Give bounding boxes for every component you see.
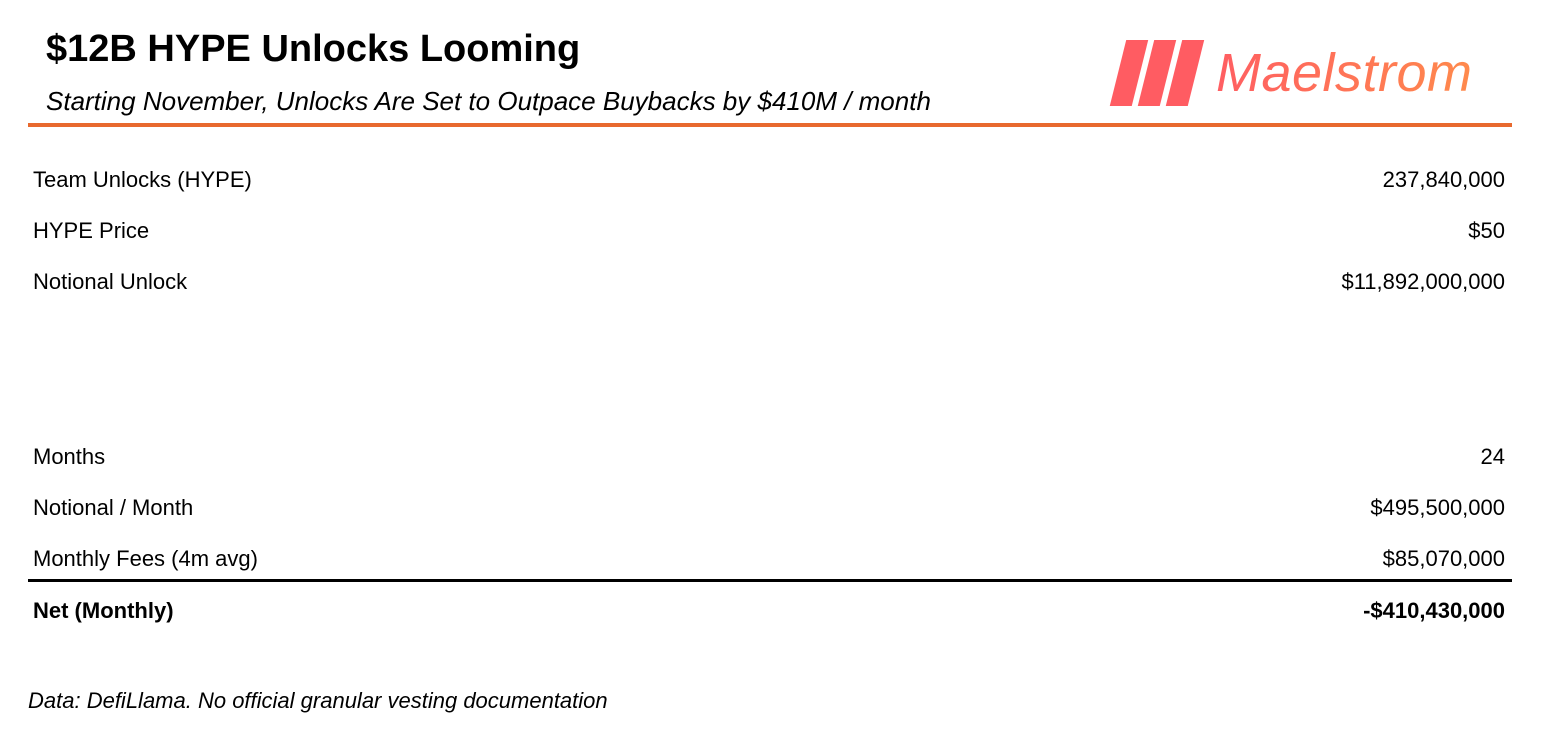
row-label: Months — [33, 444, 106, 469]
page-subtitle: Starting November, Unlocks Are Set to Ou… — [46, 86, 931, 116]
row-value: $495,500,000 — [1370, 495, 1505, 520]
total-divider — [28, 579, 1512, 582]
source-note: Data: DefiLlama. No official granular ve… — [28, 688, 608, 713]
row-value: 24 — [1480, 444, 1505, 469]
table-row: HYPE Price $50 — [33, 218, 1505, 244]
logo-text: Maelstrom — [1216, 43, 1473, 103]
total-row: Net (Monthly) -$410,430,000 — [33, 598, 1505, 624]
row-label: Notional / Month — [33, 495, 194, 520]
table-row: Notional Unlock $11,892,000,000 — [33, 269, 1505, 295]
row-label: Notional Unlock — [33, 269, 188, 294]
maelstrom-logo: Maelstrom — [1109, 38, 1473, 108]
row-label: Monthly Fees (4m avg) — [33, 546, 258, 571]
page-title: $12B HYPE Unlocks Looming — [46, 28, 581, 70]
row-value: $85,070,000 — [1382, 546, 1505, 571]
total-value: -$410,430,000 — [1363, 598, 1505, 623]
table-row: Team Unlocks (HYPE) 237,840,000 — [33, 167, 1505, 193]
row-value: $50 — [1468, 218, 1505, 243]
table-row: Notional / Month $495,500,000 — [33, 495, 1505, 521]
row-label: Team Unlocks (HYPE) — [33, 167, 252, 192]
logo-bars-icon — [1109, 40, 1205, 106]
row-value: 237,840,000 — [1382, 167, 1505, 192]
row-value: $11,892,000,000 — [1341, 269, 1505, 294]
table-row: Months 24 — [33, 444, 1505, 470]
table-row: Monthly Fees (4m avg) $85,070,000 — [33, 546, 1505, 572]
row-label: HYPE Price — [33, 218, 150, 243]
header-divider — [28, 123, 1512, 127]
total-label: Net (Monthly) — [33, 598, 174, 623]
